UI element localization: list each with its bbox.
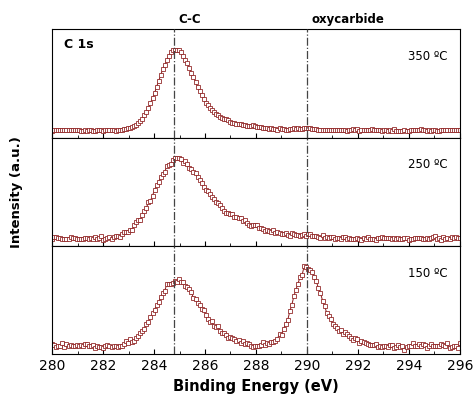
Text: C 1s: C 1s bbox=[64, 38, 94, 51]
Text: 350 ºC: 350 ºC bbox=[408, 50, 447, 63]
Text: 250 ºC: 250 ºC bbox=[408, 158, 447, 171]
Text: oxycarbide: oxycarbide bbox=[311, 13, 384, 26]
Text: 150 ºC: 150 ºC bbox=[408, 266, 447, 280]
X-axis label: Binding Energy (eV): Binding Energy (eV) bbox=[173, 379, 339, 394]
Text: C-C: C-C bbox=[179, 13, 201, 26]
Text: Intensity (a.u.): Intensity (a.u.) bbox=[10, 136, 23, 248]
